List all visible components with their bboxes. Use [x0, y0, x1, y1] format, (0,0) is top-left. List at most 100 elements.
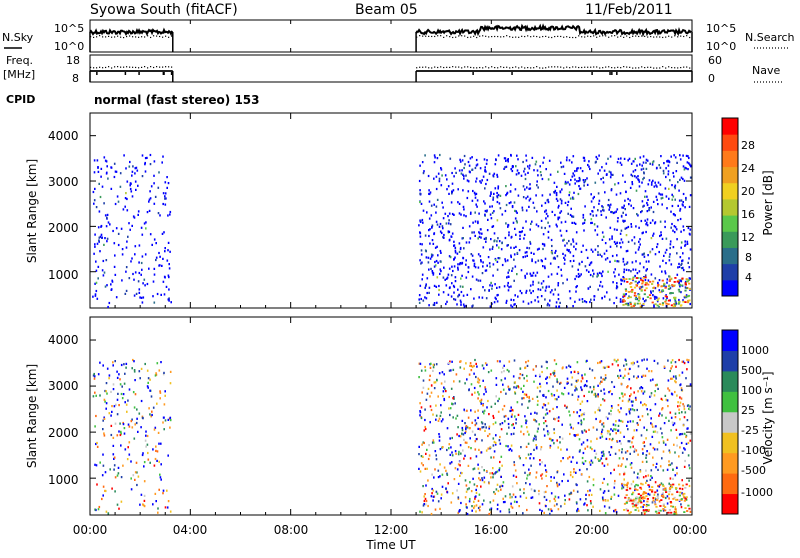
power-point: [538, 247, 540, 250]
power-point: [102, 274, 105, 277]
power-point: [424, 249, 427, 252]
power-point: [602, 270, 604, 273]
power-point: [664, 286, 667, 289]
velocity-point: [630, 462, 633, 465]
power-point: [673, 213, 675, 216]
velocity-point: [670, 511, 673, 514]
nave-dot: [138, 67, 140, 69]
power-point: [511, 166, 514, 169]
velocity-point: [553, 417, 555, 420]
velocity-point: [622, 376, 625, 379]
power-point: [643, 176, 645, 179]
velocity-point: [666, 502, 669, 505]
power-point: [638, 302, 641, 305]
velocity-point: [516, 482, 518, 485]
velocity-point: [676, 491, 679, 493]
velocity-point: [480, 398, 483, 401]
power-point: [675, 228, 678, 231]
velocity-point: [556, 471, 559, 474]
velocity-point: [105, 510, 108, 513]
nave-dot: [545, 67, 547, 69]
power-point: [680, 230, 682, 233]
power-point: [670, 292, 673, 294]
power-point: [584, 205, 586, 208]
velocity-point: [149, 413, 151, 416]
power-point: [563, 262, 566, 265]
power-point: [668, 275, 670, 278]
nave-dot: [686, 66, 688, 68]
power-point: [651, 283, 654, 285]
power-point: [425, 297, 428, 300]
power-point: [672, 229, 674, 232]
power-point: [428, 286, 431, 289]
velocity-ytick-3000: 3000: [48, 379, 79, 393]
power-point: [653, 305, 655, 308]
power-point: [469, 237, 472, 240]
power-point: [655, 296, 657, 299]
velocity-point: [675, 375, 677, 378]
power-point: [647, 183, 650, 186]
power-point: [567, 200, 570, 203]
velocity-point: [589, 386, 592, 389]
velocity-point: [577, 379, 579, 382]
power-point: [444, 174, 447, 177]
power-point: [167, 249, 169, 252]
velocity-point: [524, 415, 526, 418]
velocity-point: [643, 512, 646, 515]
velocity-point: [509, 447, 512, 451]
nave-dot: [165, 66, 167, 68]
nsearch-dot: [105, 36, 107, 38]
nave-dot: [578, 66, 580, 69]
power-point: [470, 253, 473, 256]
nsearch-dot: [422, 35, 424, 37]
velocity-point: [93, 372, 95, 376]
power-point: [681, 259, 684, 262]
power-point: [165, 197, 167, 200]
power-point: [522, 185, 525, 188]
power-point: [555, 223, 558, 226]
velocity-point: [657, 484, 659, 488]
power-point: [638, 297, 641, 300]
velocity-point: [561, 480, 563, 483]
power-point: [507, 271, 509, 274]
velocity-point: [541, 509, 543, 513]
velocity-point: [423, 441, 425, 445]
power-point: [125, 270, 127, 273]
nsearch-dot: [464, 35, 466, 37]
velocity-point: [642, 441, 645, 444]
velocity-point: [494, 402, 496, 405]
power-point: [545, 168, 547, 171]
velocity-point: [614, 452, 617, 455]
velocity-point: [603, 477, 605, 481]
velocity-point: [101, 497, 103, 501]
power-point: [612, 211, 615, 215]
velocity-point: [499, 423, 502, 426]
power-point: [133, 278, 135, 281]
power-point: [629, 301, 632, 304]
velocity-point: [583, 384, 586, 388]
power-point: [681, 277, 684, 280]
power-point: [602, 206, 604, 209]
power-point: [471, 231, 473, 234]
power-point: [535, 160, 538, 163]
power-point: [524, 255, 527, 258]
velocity-point: [484, 423, 486, 426]
power-point: [589, 300, 591, 304]
velocity-point: [645, 437, 647, 440]
velocity-point: [686, 510, 689, 512]
velocity-point: [652, 496, 654, 500]
velocity-point: [103, 398, 106, 401]
velocity-point: [651, 476, 653, 479]
velocity-point: [619, 431, 622, 434]
power-point: [640, 289, 643, 292]
velocity-point: [639, 469, 642, 472]
power-point: [453, 298, 455, 301]
nave-dot: [467, 66, 469, 68]
velocity-point: [606, 365, 609, 368]
nave-dot: [105, 66, 107, 69]
nave-dot: [590, 66, 592, 68]
power-point: [544, 267, 546, 270]
power-point: [536, 248, 539, 251]
velocity-point: [681, 360, 684, 363]
power-point: [463, 177, 465, 180]
